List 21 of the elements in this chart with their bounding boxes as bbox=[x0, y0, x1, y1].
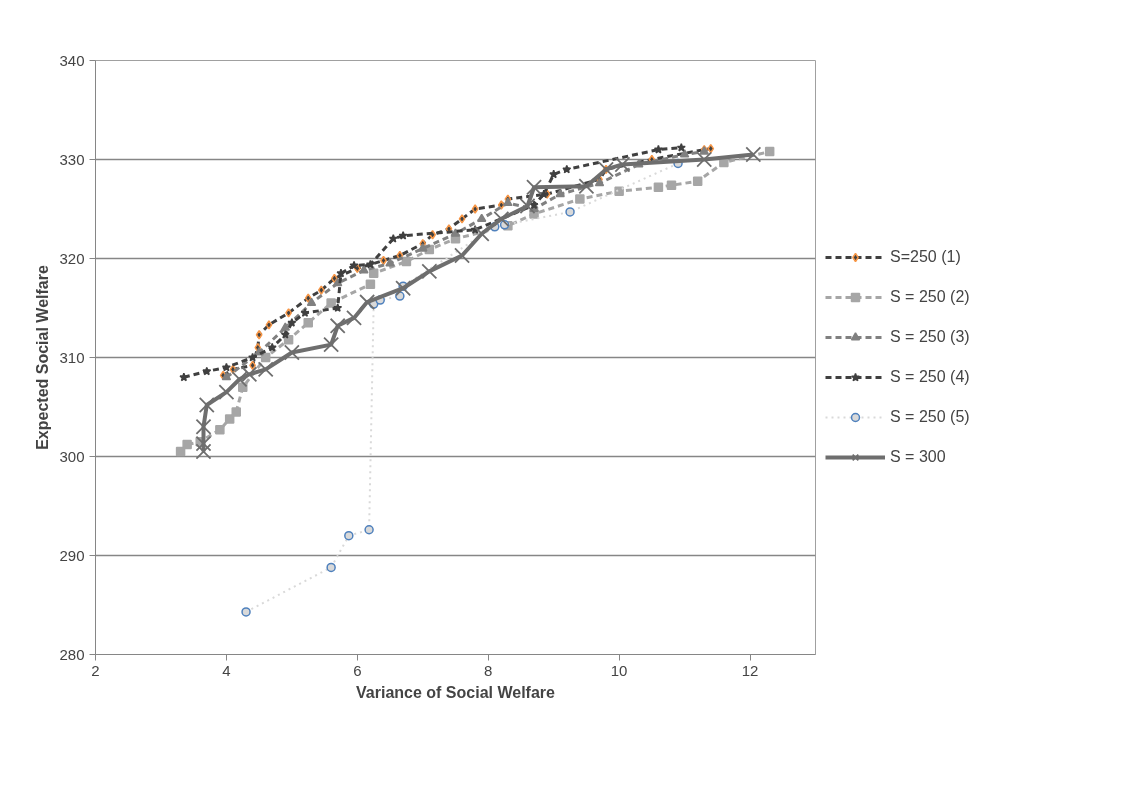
x-axis-title: Variance of Social Welfare bbox=[356, 683, 556, 701]
x-tick-label: 12 bbox=[741, 661, 759, 679]
x-tick-label: 8 bbox=[484, 661, 493, 679]
x-tick-label: 10 bbox=[610, 661, 628, 679]
legend-label: S=250 (1) bbox=[890, 248, 961, 266]
legend-label: S = 300 bbox=[890, 448, 946, 466]
y-tick-label: 340 bbox=[59, 51, 85, 69]
legend-label: S = 250 (4) bbox=[890, 368, 970, 386]
y-tick-label: 290 bbox=[59, 546, 85, 564]
x-tick-label: 6 bbox=[353, 661, 362, 679]
x-tick-label: 4 bbox=[222, 661, 231, 679]
legend-label: S = 250 (5) bbox=[890, 408, 970, 426]
legend-label: S = 250 (2) bbox=[890, 288, 970, 306]
y-tick-label: 300 bbox=[59, 447, 85, 465]
x-tick-label: 2 bbox=[91, 661, 100, 679]
y-tick-label: 280 bbox=[59, 645, 85, 663]
legend-label: S = 250 (3) bbox=[890, 328, 970, 346]
y-axis-title: Expected Social Welfare bbox=[34, 265, 52, 450]
y-tick-label: 310 bbox=[59, 348, 85, 366]
y-tick-label: 330 bbox=[59, 150, 85, 168]
y-tick-label: 320 bbox=[59, 249, 85, 267]
